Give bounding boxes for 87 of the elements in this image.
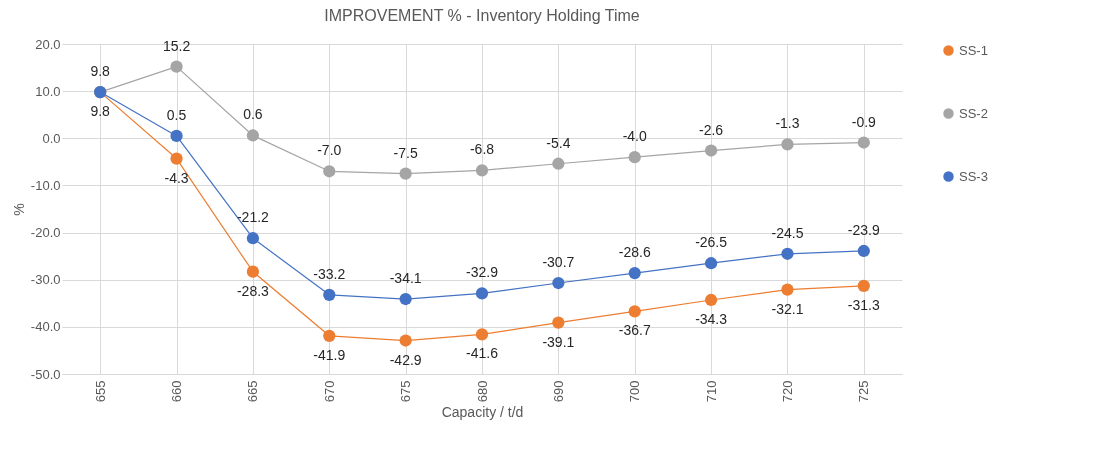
data-label: -33.2 <box>313 265 346 282</box>
data-label: -5.4 <box>546 134 571 151</box>
point <box>781 283 794 296</box>
data-label: -41.9 <box>313 346 346 363</box>
data-label: -24.5 <box>771 224 804 241</box>
data-label: -1.3 <box>775 115 800 132</box>
point <box>781 138 794 151</box>
data-label: -30.7 <box>542 254 575 271</box>
point <box>170 152 183 165</box>
x-tick-label: 710 <box>703 380 719 403</box>
point <box>399 292 412 306</box>
data-label: -7.5 <box>393 144 418 161</box>
y-axis-title: % <box>10 203 27 216</box>
point <box>628 151 641 164</box>
point <box>857 136 870 149</box>
x-axis-title: Capacity / t/d <box>441 404 524 421</box>
data-label: -7.0 <box>317 142 342 159</box>
point <box>857 244 870 258</box>
point <box>246 232 260 245</box>
x-tick-label: 680 <box>474 380 490 403</box>
legend-label: SS-3 <box>959 168 988 184</box>
point <box>246 265 260 278</box>
x-tick-label: 675 <box>398 380 414 403</box>
point <box>552 276 565 290</box>
data-label: -36.7 <box>618 322 651 339</box>
point <box>552 157 565 170</box>
point <box>552 316 565 329</box>
data-label: -34.3 <box>695 310 728 327</box>
point <box>781 247 794 260</box>
data-label: -34.1 <box>389 270 422 287</box>
data-label: -23.9 <box>847 221 880 238</box>
data-label: 0.5 <box>166 106 187 123</box>
data-label: -26.5 <box>695 234 728 251</box>
point <box>628 305 641 318</box>
legend-label: SS-1 <box>959 42 988 58</box>
x-tick-label: 655 <box>92 380 108 403</box>
data-label: 15.2 <box>162 37 191 54</box>
y-tick-label: -20.0 <box>30 225 61 241</box>
point <box>704 257 718 270</box>
point <box>323 288 336 301</box>
data-label: -41.6 <box>466 345 499 362</box>
point <box>704 144 718 157</box>
data-label: -4.0 <box>622 128 647 145</box>
x-tick-label: 660 <box>169 380 185 403</box>
y-tick-label: 0.0 <box>42 130 61 146</box>
x-tick-label: 665 <box>245 380 261 403</box>
data-label: -28.6 <box>618 244 651 261</box>
data-label: -28.3 <box>236 282 270 299</box>
data-label: 9.8 <box>90 63 111 80</box>
point <box>399 167 412 180</box>
y-tick-label: 20.0 <box>35 36 61 52</box>
y-tick-label: -40.0 <box>30 319 61 335</box>
x-tick-label: 670 <box>321 380 337 403</box>
y-tick-label: -10.0 <box>30 177 61 193</box>
data-label: -32.9 <box>466 264 499 281</box>
data-label: -31.3 <box>847 296 880 313</box>
point <box>246 129 260 142</box>
y-tick-label: 10.0 <box>35 83 61 99</box>
chart-title: IMPROVEMENT % - Inventory Holding Time <box>324 7 640 24</box>
point <box>857 279 870 292</box>
data-label: -39.1 <box>542 333 575 350</box>
x-tick-label: 690 <box>550 380 566 403</box>
data-label: -2.6 <box>699 121 724 138</box>
y-tick-label: -30.0 <box>30 272 61 288</box>
point <box>704 293 718 307</box>
x-tick-label: 720 <box>779 380 795 403</box>
data-label: -0.9 <box>851 113 877 130</box>
point <box>323 165 336 178</box>
point <box>475 164 489 177</box>
y-tick-label: -50.0 <box>30 366 61 382</box>
point <box>170 129 183 143</box>
data-label: -6.8 <box>469 141 495 158</box>
data-label: 9.8 <box>90 103 111 120</box>
x-tick-label: 725 <box>856 380 872 403</box>
point <box>475 287 489 300</box>
point <box>628 267 641 280</box>
point <box>399 334 412 347</box>
point <box>475 328 489 341</box>
point <box>323 329 336 342</box>
x-tick-label: 700 <box>627 380 643 403</box>
data-label: -4.3 <box>164 169 189 186</box>
data-label: -21.2 <box>236 209 270 226</box>
data-label: 0.6 <box>243 106 263 123</box>
legend-label: SS-2 <box>959 105 988 121</box>
data-label: -42.9 <box>389 351 422 368</box>
data-label: -32.1 <box>771 300 804 317</box>
point <box>170 60 183 73</box>
